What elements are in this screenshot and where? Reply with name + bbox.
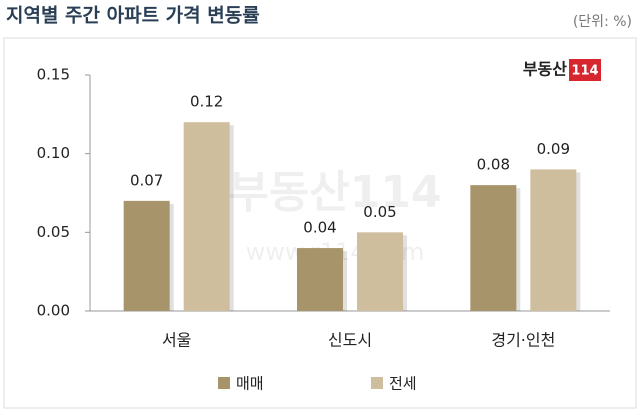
bar	[357, 232, 403, 311]
bar	[123, 200, 170, 311]
frame	[3, 37, 637, 409]
watermark: 부동산114	[228, 167, 441, 218]
unit-label: (단위: %)	[573, 14, 632, 30]
bar	[470, 185, 517, 311]
x-tick-label: 경기·인천	[491, 331, 555, 350]
value-label: 0.04	[303, 219, 336, 237]
value-label: 0.08	[477, 156, 510, 174]
y-tick-label: 0.15	[37, 66, 70, 84]
bar	[530, 169, 577, 311]
logo-number: 114	[571, 64, 598, 79]
bar	[183, 122, 230, 311]
y-tick-label: 0.05	[37, 223, 70, 241]
chart-title: 지역별 주간 아파트 가격 변동률	[6, 5, 260, 27]
legend-label: 매매	[236, 375, 264, 393]
legend-swatch	[218, 377, 230, 389]
logo-box	[569, 59, 601, 81]
logo-text: 부동산	[523, 60, 567, 79]
y-tick-label: 0.00	[37, 302, 70, 320]
value-label: 0.12	[190, 93, 223, 111]
value-label: 0.09	[537, 140, 570, 158]
legend-label: 전세	[389, 375, 417, 393]
y-tick-label: 0.10	[37, 144, 70, 162]
bar	[297, 248, 343, 311]
legend-swatch	[371, 377, 383, 389]
value-label: 0.05	[363, 203, 396, 221]
value-label: 0.07	[130, 171, 163, 189]
x-tick-label: 서울	[162, 331, 191, 350]
x-tick-label: 신도시	[328, 331, 372, 350]
